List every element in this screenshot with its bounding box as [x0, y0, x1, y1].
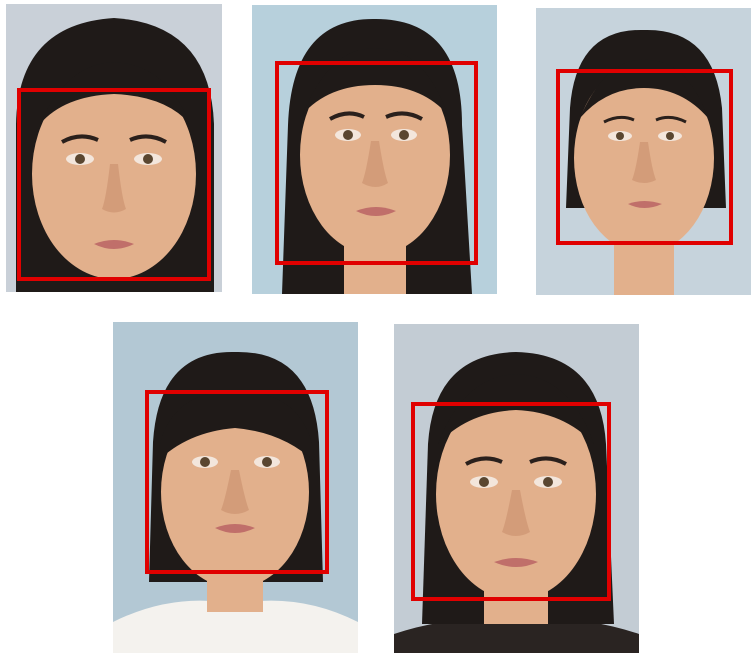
face-photo-4: [113, 322, 358, 653]
face-bounding-box: [17, 88, 211, 281]
face-bounding-box: [145, 390, 329, 574]
face-bounding-box: [556, 69, 733, 245]
face-photo-2: [252, 5, 497, 294]
face-photo-3-image: [536, 8, 751, 295]
face-bounding-box: [275, 61, 478, 265]
face-photo-5: [394, 324, 639, 653]
face-photo-4-image: [113, 322, 358, 653]
face-photo-1-image: [6, 4, 222, 292]
face-photo-3: [536, 8, 751, 295]
face-bounding-box: [411, 402, 611, 601]
face-photo-2-image: [252, 5, 497, 294]
face-photo-1: [6, 4, 222, 292]
